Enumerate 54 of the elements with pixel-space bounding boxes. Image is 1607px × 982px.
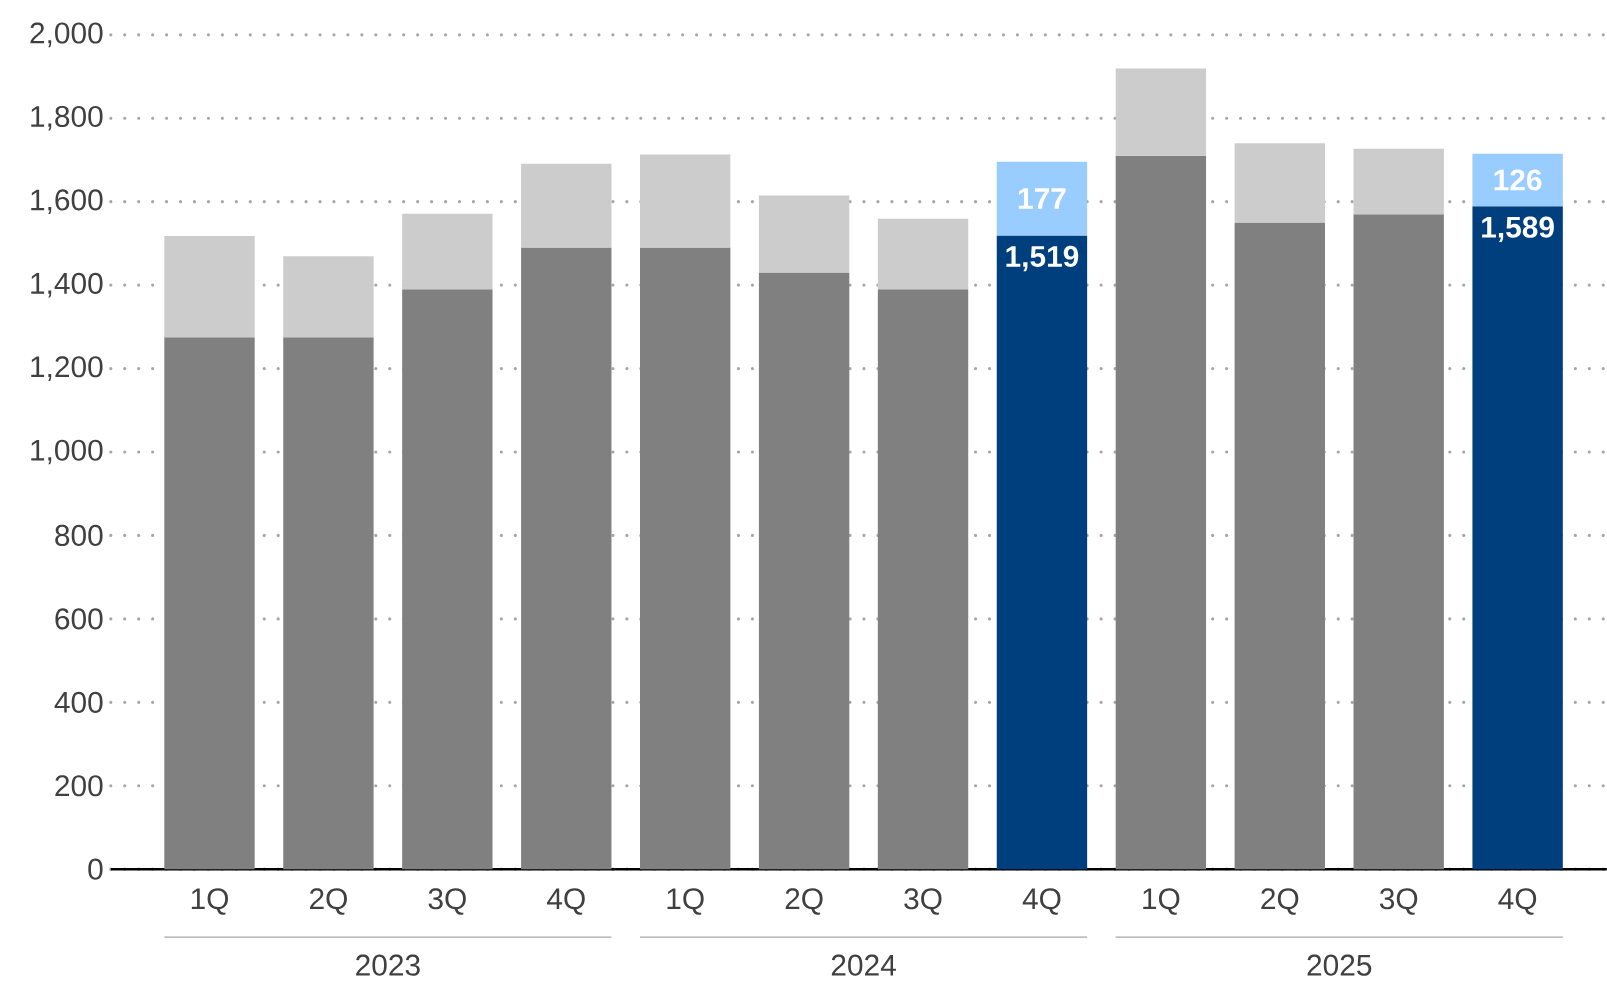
x-tick-label: 3Q (1379, 888, 1418, 915)
bar (283, 256, 374, 338)
x-tick-label: 2Q (785, 888, 823, 915)
bar (521, 163, 612, 248)
bar (1115, 155, 1207, 870)
y-tick-label: 1,600 (31, 189, 103, 215)
data-label: 1,519 (1006, 245, 1079, 272)
bar (1234, 143, 1325, 223)
x-tick-label: 1Q (667, 888, 704, 915)
x-tick-label: 2Q (1261, 888, 1299, 915)
data-label: 1,589 (1482, 216, 1554, 243)
bar (1472, 206, 1563, 870)
bar (283, 337, 374, 870)
bar (640, 154, 731, 248)
y-tick-label: 1,000 (31, 439, 103, 465)
bar (1353, 214, 1444, 870)
x-tick-label: 4Q (1022, 888, 1061, 915)
bar (164, 235, 255, 338)
bar (996, 161, 1088, 236)
bar (1472, 153, 1563, 207)
bar (164, 337, 255, 870)
x-tick-label: 3Q (904, 888, 942, 915)
text: 2024 (831, 954, 896, 976)
bar (521, 247, 612, 870)
bar (758, 195, 850, 273)
bar (758, 272, 850, 870)
bar (1115, 68, 1207, 156)
bar (402, 213, 493, 290)
x-tick-label: 4Q (1498, 888, 1537, 915)
y-tick-label: 1,800 (31, 105, 103, 131)
bar (640, 247, 731, 870)
y-tick-label: 400 (54, 691, 103, 713)
x-tick-label: 4Q (547, 888, 585, 915)
x-tick-label: 2Q (309, 888, 347, 915)
y-tick-label: 1,200 (31, 356, 103, 381)
x-tick-label: 3Q (428, 888, 466, 915)
bar (877, 289, 969, 870)
bar (996, 235, 1088, 870)
bar (1234, 222, 1325, 870)
y-tick-label: 600 (55, 608, 103, 630)
bar (877, 218, 969, 290)
bar (1353, 148, 1444, 215)
x-tick-label: 1Q (1143, 888, 1180, 915)
bar (402, 289, 493, 870)
text: 2025 (1307, 954, 1372, 976)
y-tick-label: 200 (55, 775, 103, 797)
y-tick-label: 1,400 (31, 272, 103, 298)
x-tick-label: 1Q (191, 888, 228, 915)
data-label: 126 (1494, 169, 1542, 191)
y-tick-label: 800 (55, 524, 103, 547)
y-tick-label: 2,000 (30, 22, 103, 48)
text: 2023 (356, 954, 420, 976)
y-tick-label: 0 (88, 858, 103, 880)
data-label: 177 (1018, 188, 1066, 209)
